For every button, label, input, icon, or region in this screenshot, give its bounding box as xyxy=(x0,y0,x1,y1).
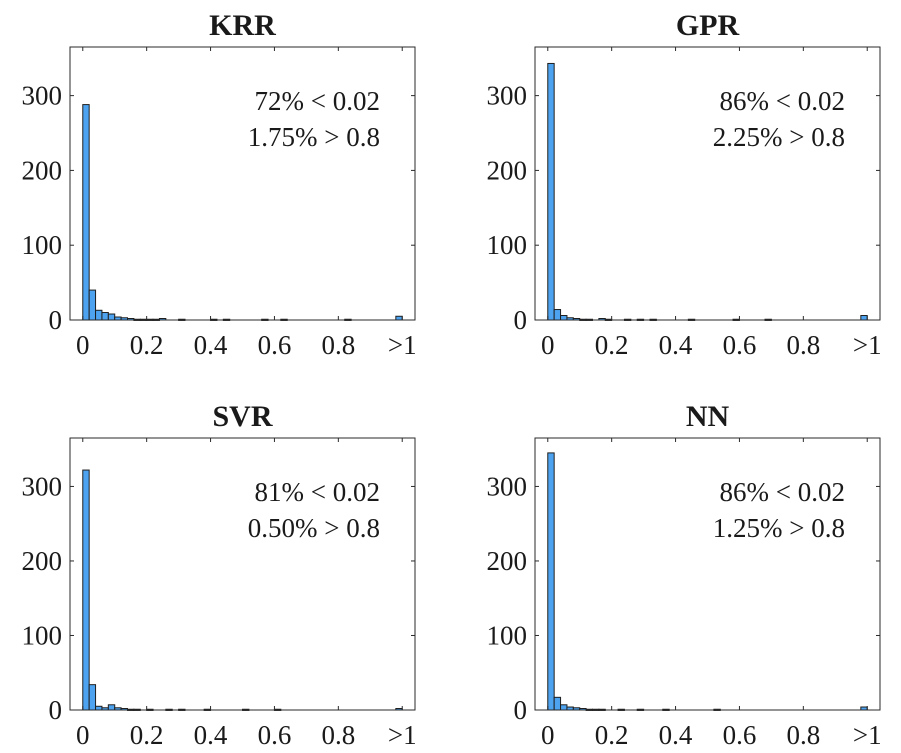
histogram-bar xyxy=(553,309,562,321)
histogram-bar xyxy=(560,704,568,711)
y-tick-label: 300 xyxy=(22,81,63,111)
x-tick-label: 0.4 xyxy=(659,330,693,360)
y-tick-label: 0 xyxy=(514,305,528,335)
panel-gpr: GPR 0 0.2 0.4 0.6 0.8 >1 0 100 200 300 86% < 0.02 2.… xyxy=(487,9,882,360)
histogram-bar xyxy=(553,696,562,711)
annotation-above-threshold: 1.25% > 0.8 xyxy=(713,513,845,543)
axes-frame xyxy=(69,437,416,711)
panel-title: SVR xyxy=(212,400,272,433)
histogram-bar xyxy=(101,312,109,321)
annotation-above-threshold: 0.50% > 0.8 xyxy=(248,513,380,543)
x-tick-label: 0.2 xyxy=(130,720,164,750)
histogram-bar xyxy=(82,469,90,711)
y-tick-label: 100 xyxy=(22,620,63,650)
x-tick-label: 0.6 xyxy=(723,330,757,360)
x-tick-label: 0.4 xyxy=(659,720,693,750)
histogram-bar xyxy=(107,704,116,711)
x-tick-label: 0.6 xyxy=(258,720,292,750)
histogram-bar xyxy=(95,309,103,321)
y-tick-label: 200 xyxy=(487,155,528,185)
x-tick-label: >1 xyxy=(853,720,882,750)
annotation-below-threshold: 72% < 0.02 xyxy=(255,86,380,116)
x-tick-label: 0.8 xyxy=(321,330,355,360)
histogram-bar xyxy=(95,705,103,711)
x-tick-label: 0 xyxy=(541,720,555,750)
x-tick-label: >1 xyxy=(388,720,417,750)
panel-title: NN xyxy=(686,400,730,433)
y-tick-label: 300 xyxy=(487,471,528,501)
histogram-bar xyxy=(395,315,403,321)
panel-krr: KRR 0 0.2 0.4 0.6 0.8 >1 0 100 200 300 72% < 0.02 1.… xyxy=(22,9,417,360)
annotation-below-threshold: 86% < 0.02 xyxy=(720,477,845,507)
y-tick-label: 100 xyxy=(487,230,528,260)
histogram-bar xyxy=(860,315,868,321)
annotation-above-threshold: 2.25% > 0.8 xyxy=(713,122,845,152)
panel-nn: NN 0 0.2 0.4 0.6 0.8 >1 0 100 200 300 86% < 0.02 1.2… xyxy=(487,400,882,750)
histogram-bar xyxy=(560,315,568,321)
x-tick-label: 0.8 xyxy=(786,720,820,750)
x-tick-label: >1 xyxy=(388,330,417,360)
histogram-bar xyxy=(88,684,97,711)
x-tick-label: >1 xyxy=(853,330,882,360)
x-tick-label: 0 xyxy=(541,330,555,360)
y-tick-label: 0 xyxy=(49,695,63,725)
annotation-above-threshold: 1.75% > 0.8 xyxy=(248,122,380,152)
y-tick-label: 100 xyxy=(22,230,63,260)
x-tick-label: 0.6 xyxy=(723,720,757,750)
y-tick-label: 200 xyxy=(22,546,63,576)
histogram-bar xyxy=(547,452,555,711)
y-tick-label: 200 xyxy=(22,155,63,185)
y-tick-label: 100 xyxy=(487,620,528,650)
x-tick-label: 0.6 xyxy=(258,330,292,360)
axes-frame xyxy=(534,46,881,321)
x-tick-label: 0.4 xyxy=(194,330,228,360)
panel-title: GPR xyxy=(676,9,740,42)
annotation-below-threshold: 81% < 0.02 xyxy=(255,477,380,507)
panel-svr: SVR 0 0.2 0.4 0.6 0.8 >1 0 100 200 300 81% < 0.02 0.… xyxy=(22,400,417,750)
x-tick-label: 0 xyxy=(76,330,90,360)
x-tick-label: 0.4 xyxy=(194,720,228,750)
histogram-bar xyxy=(107,313,116,321)
y-tick-label: 0 xyxy=(514,695,528,725)
y-tick-label: 300 xyxy=(487,81,528,111)
panel-title: KRR xyxy=(209,9,276,42)
x-tick-label: 0.2 xyxy=(595,330,629,360)
y-tick-label: 0 xyxy=(49,305,63,335)
axes-frame xyxy=(69,46,416,321)
histogram-bar xyxy=(82,104,90,321)
histogram-bar xyxy=(88,289,97,321)
histogram-bar xyxy=(547,62,555,321)
x-tick-label: 0.8 xyxy=(786,330,820,360)
y-tick-label: 300 xyxy=(22,471,63,501)
annotation-below-threshold: 86% < 0.02 xyxy=(720,86,845,116)
x-tick-label: 0 xyxy=(76,720,90,750)
x-tick-label: 0.8 xyxy=(321,720,355,750)
x-tick-label: 0.2 xyxy=(595,720,629,750)
x-tick-label: 0.2 xyxy=(130,330,164,360)
y-tick-label: 200 xyxy=(487,546,528,576)
axes-frame xyxy=(534,437,881,711)
